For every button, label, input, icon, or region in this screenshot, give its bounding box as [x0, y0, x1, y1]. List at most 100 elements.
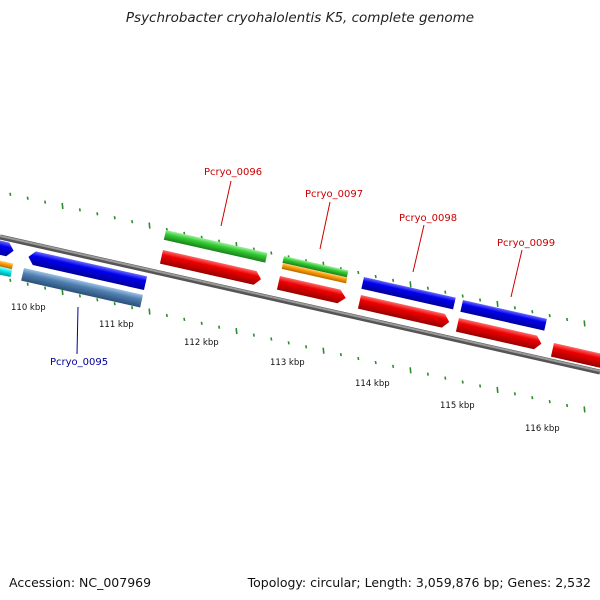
- feature-red-0096: [159, 250, 261, 285]
- upper-tick: [479, 298, 482, 302]
- lower-tick: [496, 386, 499, 393]
- lower-tick: [44, 286, 47, 290]
- gene-label-pcryo-0095: Pcryo_0095: [50, 357, 108, 368]
- leader-0099: [510, 249, 523, 298]
- upper-tick: [444, 290, 447, 294]
- feature-green-0096: [163, 230, 268, 263]
- ruler-label-113kbp: 113 kbp: [270, 358, 305, 368]
- upper-tick: [496, 300, 499, 307]
- genome-info-text: Topology: circular; Length: 3,059,876 bp…: [247, 575, 591, 590]
- leader-0096: [220, 180, 232, 227]
- lower-tick: [426, 372, 429, 376]
- feature-orange-left-edge: [0, 256, 14, 270]
- upper-tick: [409, 281, 412, 288]
- lower-tick: [583, 406, 586, 413]
- feature-blue-0095: [28, 251, 148, 291]
- ruler-label-111kbp: 111 kbp: [99, 320, 134, 330]
- feature-red-right-edge: [550, 343, 600, 370]
- upper-tick: [566, 317, 569, 322]
- lower-tick: [218, 325, 221, 329]
- lower-tick: [200, 321, 203, 325]
- upper-tick: [583, 320, 586, 327]
- ruler-label-116kbp: 116 kbp: [525, 424, 560, 434]
- lower-tick: [409, 367, 412, 374]
- ruler-label-114kbp: 114 kbp: [355, 379, 390, 389]
- lower-tick: [374, 360, 377, 365]
- feature-orange-0097: [281, 263, 348, 284]
- lower-tick: [479, 384, 482, 388]
- feature-red-0098: [357, 295, 450, 328]
- feature-red-0099: [455, 318, 542, 350]
- upper-tick: [392, 278, 395, 283]
- lower-tick: [9, 278, 12, 282]
- lower-tick: [531, 396, 534, 400]
- feature-green-0097: [282, 256, 349, 278]
- upper-tick: [461, 294, 464, 298]
- gene-label-pcryo-0099: Pcryo_0099: [497, 238, 555, 249]
- feature-blue-0098: [361, 277, 456, 310]
- lower-tick: [513, 392, 516, 396]
- feature-cyan-left-edge: [0, 262, 13, 278]
- lower-tick: [339, 352, 342, 357]
- lower-tick-marks: [9, 278, 586, 413]
- lower-tick: [444, 376, 447, 380]
- lower-tick: [26, 282, 29, 286]
- feature-blue-left-edge: [0, 236, 14, 257]
- leader-0098: [412, 224, 425, 273]
- feature-red-0097: [276, 276, 346, 304]
- label-leaders: [76, 180, 523, 355]
- upper-tick: [61, 202, 64, 210]
- lower-tick: [548, 399, 551, 404]
- upper-tick: [113, 216, 116, 220]
- upper-tick: [44, 200, 47, 204]
- ruler-label-110kbp: 110 kbp: [11, 303, 46, 313]
- upper-tick: [270, 251, 273, 255]
- upper-tick: [96, 212, 99, 216]
- gene-label-pcryo-0098: Pcryo_0098: [399, 213, 457, 224]
- lower-tick: [305, 345, 308, 349]
- upper-tick: [357, 270, 360, 275]
- upper-tick: [548, 313, 551, 318]
- lower-tick: [235, 328, 238, 335]
- upper-tick: [513, 306, 516, 310]
- gene-label-pcryo-0096: Pcryo_0096: [204, 167, 262, 178]
- lower-tick: [461, 380, 464, 384]
- forward-features: [0, 230, 600, 370]
- genome-backbone: [0, 234, 600, 375]
- lower-tick: [566, 403, 569, 408]
- lower-tick: [78, 294, 81, 298]
- ruler-label-112kbp: 112 kbp: [184, 338, 219, 348]
- upper-tick: [26, 196, 29, 200]
- lower-tick: [270, 337, 273, 341]
- ruler-labels: 110 kbp 111 kbp 112 kbp 113 kbp 114 kbp …: [11, 303, 560, 434]
- upper-tick: [426, 286, 429, 290]
- upper-tick: [148, 222, 151, 229]
- upper-tick: [131, 220, 134, 224]
- lower-tick: [392, 364, 395, 369]
- lower-tick: [183, 317, 186, 322]
- leader-0095: [76, 306, 79, 355]
- accession-text: Accession: NC_007969: [9, 575, 152, 590]
- feature-blue-0099: [460, 300, 547, 331]
- gene-label-pcryo-0097: Pcryo_0097: [305, 189, 363, 200]
- lower-tick: [148, 308, 151, 315]
- leader-0097: [319, 201, 331, 250]
- lower-tick: [96, 298, 99, 302]
- lower-tick: [357, 356, 360, 361]
- lower-tick: [113, 302, 116, 306]
- lower-tick: [165, 313, 168, 318]
- lower-tick: [61, 288, 64, 296]
- ruler-label-115kbp: 115 kbp: [440, 401, 475, 411]
- lower-tick: [252, 333, 255, 337]
- feature-steel-0095: [21, 268, 144, 308]
- lower-tick: [322, 347, 325, 354]
- upper-tick: [78, 208, 81, 212]
- upper-tick: [9, 192, 12, 196]
- upper-tick: [374, 274, 377, 279]
- lower-tick: [131, 306, 134, 310]
- gene-labels: Pcryo_0095 Pcryo_0096 Pcryo_0097 Pcryo_0…: [50, 167, 555, 368]
- lower-tick: [287, 341, 290, 345]
- upper-tick: [531, 310, 534, 314]
- map-title: Psychrobacter cryohalolentis K5, complet…: [125, 10, 475, 26]
